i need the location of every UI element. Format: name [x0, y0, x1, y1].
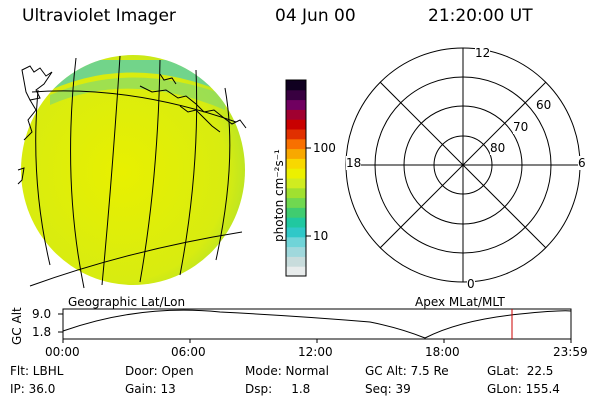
mlat-label-80: 80: [490, 141, 506, 155]
mlt-label-0: 0: [467, 277, 475, 291]
colorbar-stripe: [286, 99, 306, 110]
colorbar-stripe: [286, 119, 306, 130]
timeline-ylabel: GC Alt: [10, 307, 24, 345]
colorbar-stripe: [286, 266, 306, 277]
mlt-label-18: 18: [346, 156, 362, 170]
colorbar-stripe: [286, 158, 306, 169]
mlat-label-60: 60: [536, 98, 552, 112]
colorbar-frame: [285, 79, 307, 277]
timeline-xtick-0: 00:00: [45, 345, 80, 359]
polar-caption: Apex MLat/MLT: [415, 295, 505, 309]
instrument-title: Ultraviolet Imager: [22, 6, 176, 26]
mlt-label-6: 6: [578, 156, 586, 170]
timeline-xtick-3: 18:00: [425, 345, 460, 359]
time-label: 21:20:00 UT: [428, 6, 533, 26]
colorbar-stripe: [286, 89, 306, 101]
colorbar-stripe: [286, 80, 306, 91]
colorbar-stripe: [286, 168, 306, 179]
colorbar-tick-10: 10: [313, 229, 329, 243]
info-gain: Gain: 13: [125, 382, 176, 396]
colorbar-stripe: [286, 246, 306, 257]
colorbar-stripe: [286, 138, 306, 150]
colorbar-stripe: [286, 227, 306, 238]
date-label: 04 Jun 00: [275, 6, 356, 26]
timeline-xtick-1: 06:00: [171, 345, 206, 359]
colorbar-tick-100: 100: [313, 141, 336, 155]
colorbar-stripe: [286, 129, 306, 140]
info-flt: Flt: LBHL: [10, 364, 64, 378]
info-gcalt: GC Alt: 7.5 Re: [365, 364, 449, 378]
info-glon: GLon: 155.4: [487, 382, 560, 396]
timeline-ytick-low: 1.8: [32, 325, 52, 339]
info-dsp: Dsp: 1.8: [245, 382, 311, 396]
colorbar-stripe: [286, 217, 306, 228]
colorbar-stripe: [286, 109, 306, 120]
globe-caption: Geographic Lat/Lon: [68, 295, 186, 309]
info-mode: Mode: Normal: [245, 364, 329, 378]
info-glat: GLat: 22.5: [487, 364, 554, 378]
colorbar-stripe: [286, 178, 306, 189]
info-door: Door: Open: [125, 364, 194, 378]
colorbar-stripe: [286, 187, 306, 199]
mlat-label-70: 70: [513, 120, 529, 134]
colorbar-stripe: [286, 197, 306, 208]
colorbar-stripe: [286, 256, 306, 267]
colorbar-stripe: [286, 207, 306, 218]
timeline-ytick-high: 9.0: [32, 307, 52, 321]
mlt-label-12: 12: [475, 46, 491, 60]
colorbar-stripe: [286, 148, 306, 159]
info-ip: IP: 36.0: [10, 382, 56, 396]
info-seq: Seq: 39: [365, 382, 411, 396]
colorbar-stripe: [286, 236, 306, 248]
timeline-xtick-2: 12:00: [298, 345, 333, 359]
timeline-xtick-4: 23:59: [553, 345, 588, 359]
